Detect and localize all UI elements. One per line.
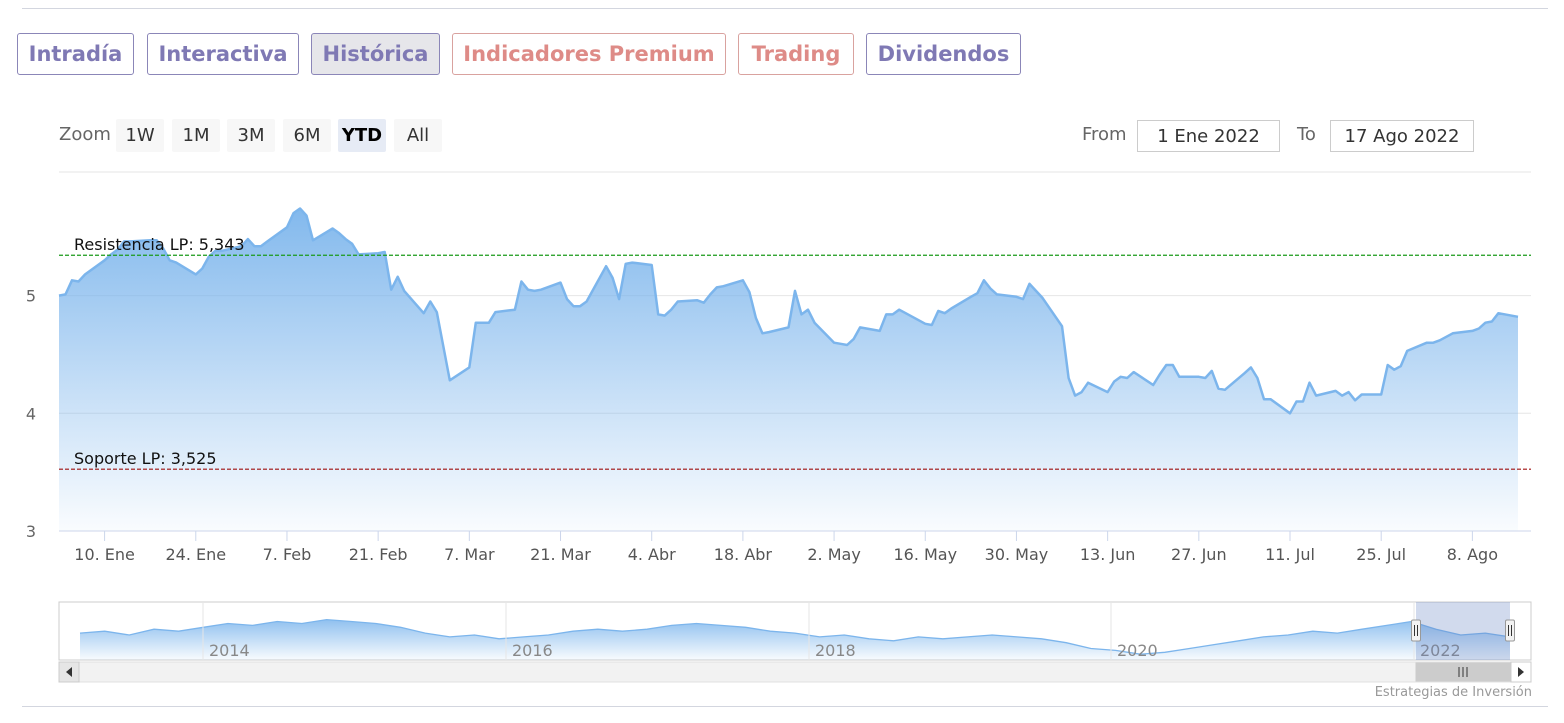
x-tick-label: 30. May [985, 545, 1049, 564]
x-tick-label: 7. Mar [444, 545, 495, 564]
chevron-right-icon [1518, 667, 1524, 677]
to-label: To [1297, 124, 1316, 145]
navigator-right-handle [1505, 619, 1515, 642]
tab-intradia[interactable]: Intradía [17, 33, 134, 75]
y-tick-label: 4 [26, 404, 36, 423]
x-tick-label: 2. May [807, 545, 860, 564]
navigator-frame [58, 601, 1532, 661]
to-date-input[interactable]: 17 Ago 2022 [1330, 120, 1474, 152]
x-tick-label: 13. Jun [1080, 545, 1136, 564]
navigator-selection [1416, 602, 1510, 660]
from-date-input[interactable]: 1 Ene 2022 [1137, 120, 1280, 152]
from-label: From [1082, 124, 1127, 145]
x-tick-label: 4. Abr [628, 545, 676, 564]
navigator-line [79, 618, 1511, 655]
zoom-label: Zoom [59, 124, 111, 145]
navigator-left-handle [1411, 619, 1421, 642]
top-divider [22, 8, 1548, 9]
tab-trading[interactable]: Trading [738, 33, 854, 75]
navigator-year-label: 2014 [209, 641, 250, 660]
navigator-year-label: 2018 [815, 641, 856, 660]
tab-interactiva[interactable]: Interactiva [147, 33, 299, 75]
navigator-area [80, 619, 1510, 660]
zoom-all-button[interactable]: All [394, 119, 442, 152]
y-tick-label: 5 [26, 287, 36, 306]
zoom-3m-button[interactable]: 3M [227, 119, 275, 152]
tab-historica[interactable]: Histórica [311, 33, 440, 75]
scrollbar-track [58, 661, 1532, 683]
series-line [58, 207, 1519, 415]
x-tick-label: 8. Ago [1447, 545, 1498, 564]
x-tick-label: 18. Abr [714, 545, 773, 564]
resistance-label: Resistencia LP: 5,343 [74, 235, 245, 254]
zoom-ytd-button[interactable]: YTD [338, 119, 386, 152]
zoom-1m-button[interactable]: 1M [172, 119, 220, 152]
x-tick-label: 16. May [893, 545, 957, 564]
support-label: Soporte LP: 3,525 [74, 449, 217, 468]
x-tick-label: 10. Ene [74, 545, 135, 564]
navigator-year-label: 2022 [1420, 641, 1461, 660]
x-tick-label: 21. Feb [349, 545, 408, 564]
navigator-year-label: 2020 [1117, 641, 1158, 660]
x-tick-label: 11. Jul [1265, 545, 1315, 564]
tab-dividendos[interactable]: Dividendos [866, 33, 1021, 75]
chevron-left-icon [66, 667, 72, 677]
scrollbar-thumb [1415, 662, 1511, 682]
series-area [59, 208, 1518, 531]
chart-credit: Estrategias de Inversión [1374, 685, 1532, 700]
bottom-divider [22, 706, 1548, 707]
x-tick-label: 24. Ene [165, 545, 226, 564]
navigator-year-label: 2016 [512, 641, 553, 660]
zoom-1w-button[interactable]: 1W [116, 119, 164, 152]
x-tick-label: 25. Jul [1356, 545, 1406, 564]
x-tick-label: 27. Jun [1171, 545, 1227, 564]
tab-indicadores-premium[interactable]: Indicadores Premium [452, 33, 726, 75]
zoom-6m-button[interactable]: 6M [283, 119, 331, 152]
scrollbar-right-button [1510, 661, 1532, 683]
scrollbar-left-button [58, 661, 80, 683]
y-tick-label: 3 [26, 522, 36, 541]
x-tick-label: 21. Mar [530, 545, 591, 564]
x-tick-label: 7. Feb [263, 545, 312, 564]
